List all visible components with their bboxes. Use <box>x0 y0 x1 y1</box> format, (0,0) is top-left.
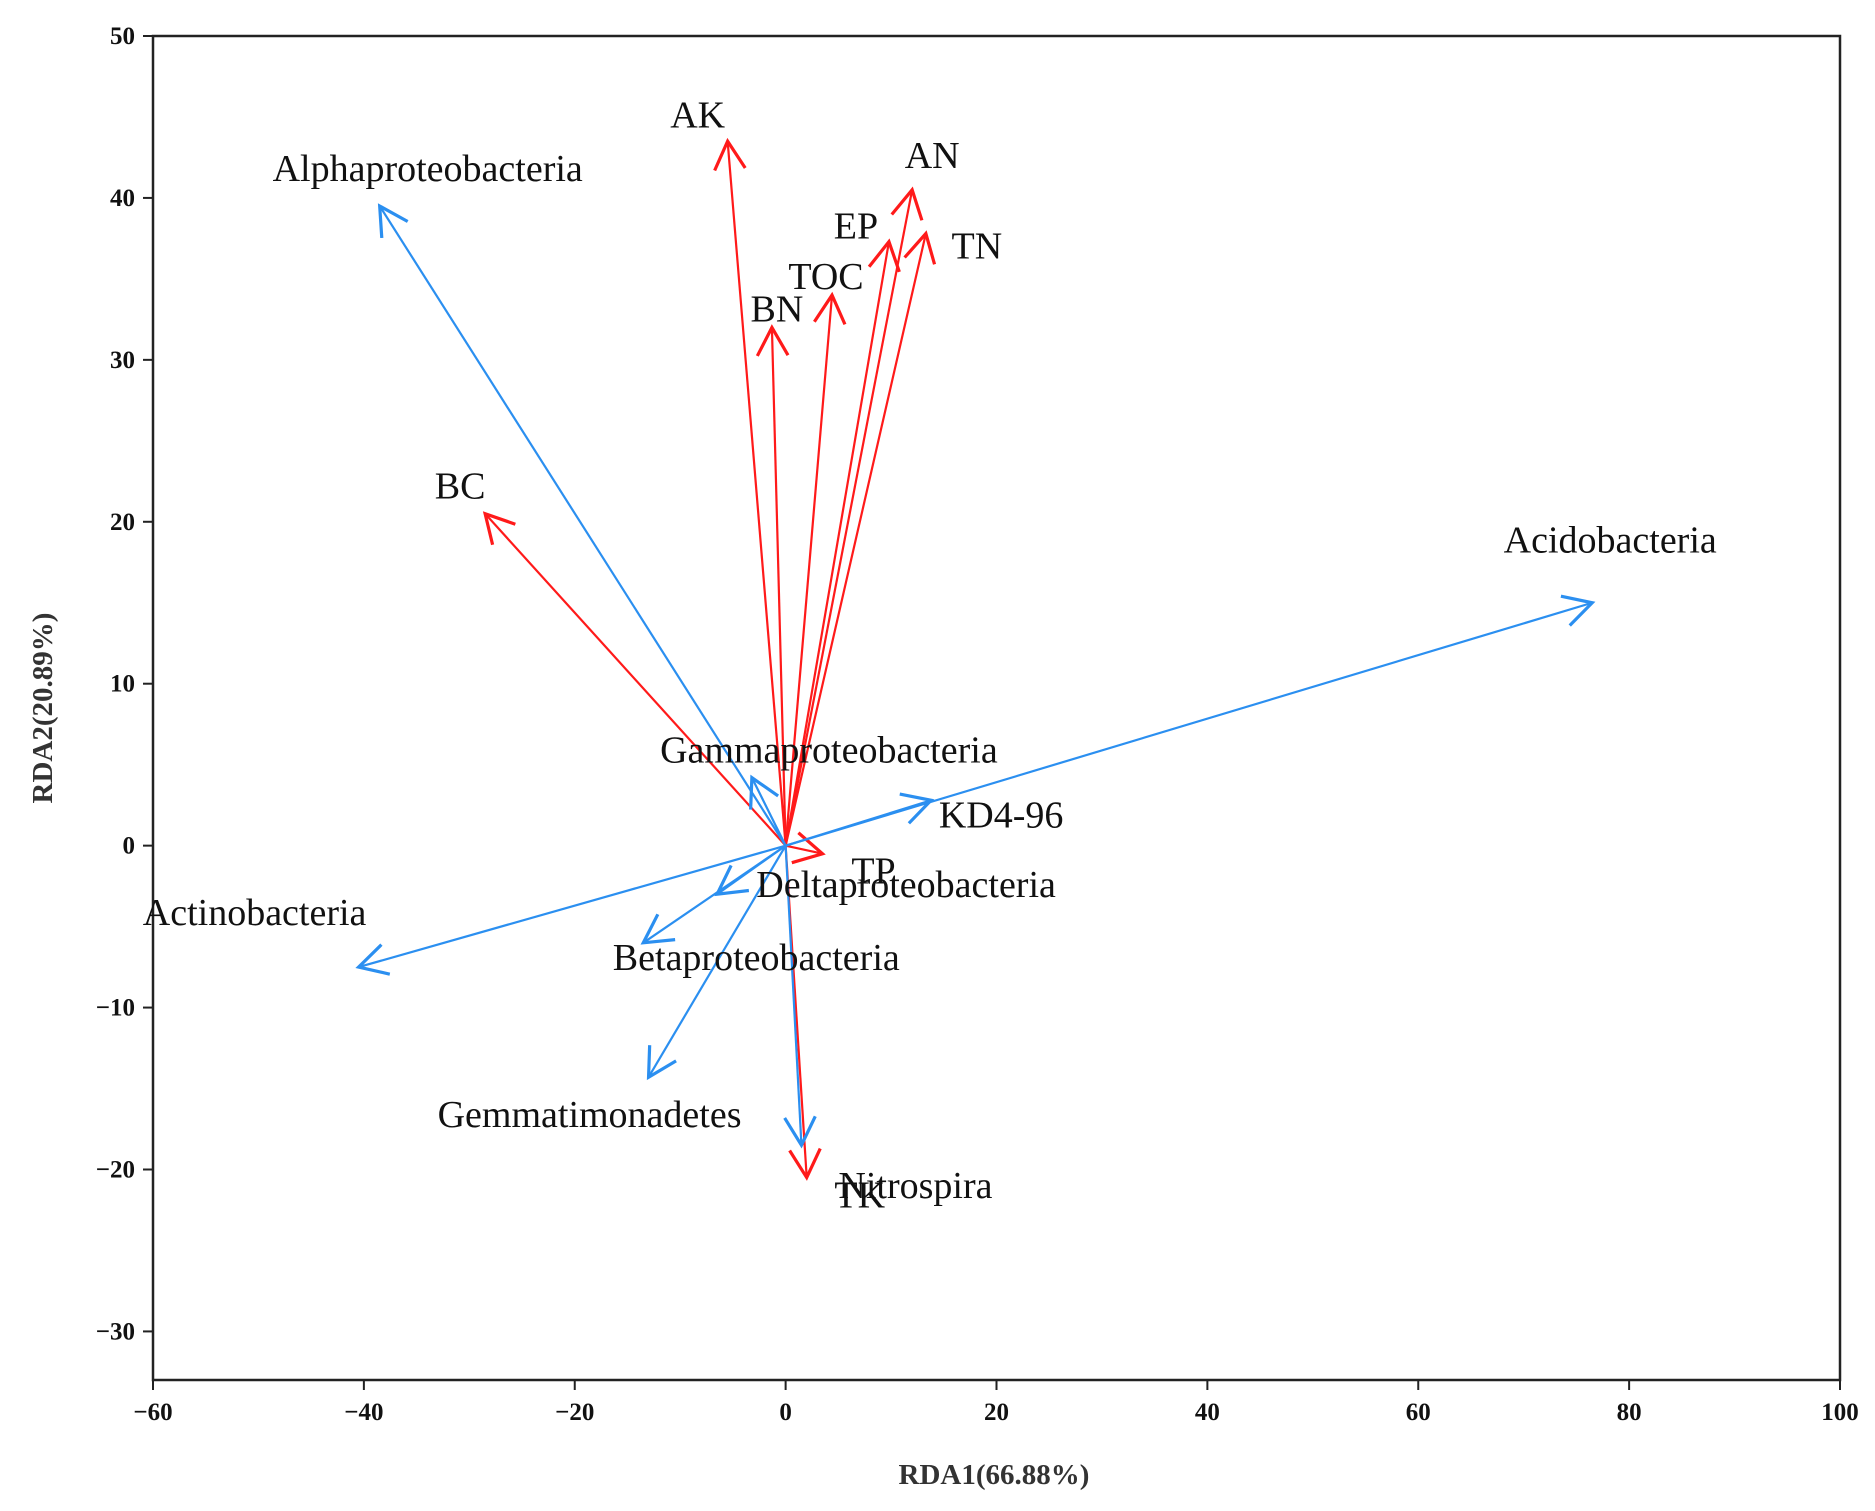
label-toc: TOC <box>788 256 863 298</box>
x-tick-label: −60 <box>133 1399 172 1426</box>
arrowhead-actinobacteria <box>355 943 391 976</box>
label-gemmatimonadetes: Gemmatimonadetes <box>438 1094 742 1136</box>
arrowhead-tk <box>788 1147 822 1181</box>
label-kd4-96: KD4-96 <box>939 794 1064 836</box>
arrowhead-gemmatimonadetes <box>646 1045 677 1081</box>
vector-ep <box>784 241 891 846</box>
arrowhead-gammaproteobacteria <box>749 774 780 810</box>
label-betaproteobacteria: Betaproteobacteria <box>613 937 900 979</box>
x-tick-label: −40 <box>344 1399 383 1426</box>
vector-betaproteobacteria <box>642 844 787 944</box>
x-tick-label: 40 <box>1195 1399 1220 1426</box>
x-tick-label: 0 <box>779 1399 792 1426</box>
label-gammaproteobacteria: Gammaproteobacteria <box>660 730 998 772</box>
vector-tp <box>785 844 823 855</box>
vector-gemmatimonadetes <box>647 845 787 1078</box>
vector-bn <box>770 327 787 846</box>
arrowhead-betaproteobacteria <box>640 913 676 945</box>
arrowhead-bn <box>755 324 790 357</box>
vector-gammaproteobacteria <box>750 777 787 847</box>
vector-kd4-96 <box>785 799 932 847</box>
label-nitrospira: Nitrospira <box>838 1165 992 1207</box>
y-tick-label: 10 <box>110 671 135 698</box>
arrowhead-tn <box>903 230 937 265</box>
vector-actinobacteria <box>358 844 786 969</box>
axis-ticks: −60 −40 −20 0 20 40 60 80 100 −30 −20 −10 0 10 20 30 40 5… <box>96 23 1859 1426</box>
x-axis-title: RDA1(66.88%) <box>899 1459 1090 1491</box>
y-tick-label: −30 <box>96 1318 135 1345</box>
label-actinobacteria: Actinobacteria <box>143 892 367 934</box>
label-tk: TK <box>834 1175 885 1217</box>
arrowhead-kd4-96 <box>899 792 935 825</box>
vectors-layer <box>355 137 1596 1181</box>
vector-nitrospira <box>784 845 803 1146</box>
arrowhead-ep <box>867 238 901 273</box>
label-ep: EP <box>834 206 878 248</box>
arrowhead-acidobacteria <box>1560 594 1596 627</box>
label-tp: TP <box>851 851 895 893</box>
arrowhead-nitrospira <box>783 1115 817 1149</box>
y-axis-title: RDA2(20.89%) <box>27 613 59 804</box>
x-tick-label: 100 <box>1821 1399 1859 1426</box>
y-tick-label: −20 <box>96 1156 135 1183</box>
y-tick-label: 50 <box>110 23 135 50</box>
label-bc: BC <box>435 466 486 508</box>
arrowhead-deltaproteobacteria <box>714 864 750 897</box>
vector-tn <box>784 233 927 846</box>
vector-bc <box>484 512 787 847</box>
y-tick-label: 20 <box>110 509 135 536</box>
y-tick-label: 30 <box>110 347 135 374</box>
vector-an <box>784 189 914 846</box>
y-tick-label: −10 <box>96 995 135 1022</box>
y-tick-label: 0 <box>123 833 136 860</box>
arrowhead-toc <box>813 291 847 326</box>
x-tick-label: −20 <box>555 1399 594 1426</box>
label-bn: BN <box>751 288 804 330</box>
x-tick-label: 20 <box>984 1399 1009 1426</box>
label-tn: TN <box>952 226 1003 268</box>
vector-toc <box>784 294 834 846</box>
y-tick-label: 40 <box>110 185 135 212</box>
label-an: AN <box>905 135 960 177</box>
vector-ak <box>726 141 787 846</box>
arrowhead-alphaproteobacteria <box>377 203 409 239</box>
label-acidobacteria: Acidobacteria <box>1504 520 1717 562</box>
arrowhead-an <box>890 186 924 221</box>
x-tick-label: 80 <box>1617 1399 1642 1426</box>
label-alphaproteobacteria: Alphaproteobacteria <box>273 148 583 190</box>
arrowhead-ak <box>713 137 747 172</box>
vector-acidobacteria <box>785 601 1593 847</box>
vector-alphaproteobacteria <box>378 205 787 847</box>
label-deltaproteobacteria: Deltaproteobacteria <box>756 864 1056 906</box>
label-ak: AK <box>670 94 725 136</box>
x-tick-label: 60 <box>1406 1399 1431 1426</box>
arrowhead-bc <box>482 511 516 546</box>
